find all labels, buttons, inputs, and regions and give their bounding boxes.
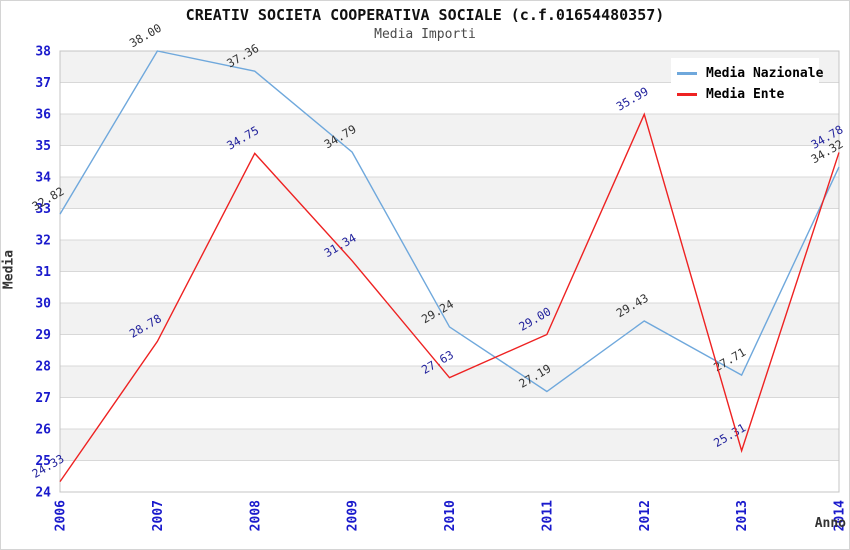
- plot-band: [60, 429, 839, 461]
- y-tick-label: 29: [35, 328, 51, 343]
- y-tick-label: 26: [35, 423, 51, 438]
- plot-band: [60, 240, 839, 272]
- chart-subtitle: Media Importi: [374, 27, 476, 42]
- plot-band: [60, 397, 839, 429]
- y-tick-label: 36: [35, 108, 51, 123]
- y-tick-label: 28: [35, 360, 51, 375]
- plot-band: [60, 303, 839, 335]
- plot-border: [59, 50, 840, 493]
- point-label-media-nazionale: 38.00: [127, 21, 164, 50]
- legend-swatch-ente-icon: [677, 93, 697, 96]
- x-tick-label: 2010: [443, 500, 458, 531]
- legend: Media Nazionale Media Ente: [671, 58, 823, 111]
- chart-title: CREATIV SOCIETA COOPERATIVA SOCIALE (c.f…: [185, 6, 665, 24]
- legend-swatch-nazionale-icon: [677, 72, 697, 75]
- x-tick-label: 2011: [540, 500, 555, 531]
- plot-band: [60, 271, 839, 303]
- legend-item-media-ente: Media Ente: [677, 84, 819, 105]
- x-tick-label: 2007: [151, 500, 166, 531]
- y-tick-label: 24: [35, 486, 51, 501]
- legend-item-media-nazionale: Media Nazionale: [677, 63, 823, 84]
- series-line-media-nazionale: [59, 50, 840, 393]
- y-tick-label: 27: [35, 391, 51, 406]
- y-tick-label: 34: [35, 171, 51, 186]
- plot-band: [60, 208, 839, 240]
- legend-label-nazionale: Media Nazionale: [706, 66, 824, 81]
- plot-band: [60, 145, 839, 177]
- y-tick-label: 38: [35, 45, 51, 60]
- plot-band: [60, 114, 839, 146]
- y-tick-label: 30: [35, 297, 51, 312]
- x-tick-label: 2013: [735, 500, 750, 531]
- y-tick-label: 32: [35, 234, 51, 249]
- x-axis-title: Anno: [814, 516, 846, 531]
- y-tick-label: 31: [35, 265, 51, 280]
- y-tick-label: 37: [35, 76, 51, 91]
- y-tick-label: 25: [35, 454, 51, 469]
- plot-band: [60, 177, 839, 209]
- x-tick-label: 2012: [638, 500, 653, 531]
- x-tick-label: 2006: [54, 500, 69, 531]
- series-line-media-ente: [59, 112, 840, 483]
- y-tick-label: 35: [35, 139, 51, 154]
- y-tick-label: 33: [35, 202, 51, 217]
- plot-band: [60, 366, 839, 398]
- x-tick-label: 2014: [833, 500, 848, 531]
- y-axis-title: Media: [1, 249, 17, 290]
- x-tick-label: 2009: [346, 500, 361, 531]
- plot-band: [60, 460, 839, 492]
- legend-label-ente: Media Ente: [706, 87, 785, 102]
- x-tick-label: 2008: [248, 500, 263, 531]
